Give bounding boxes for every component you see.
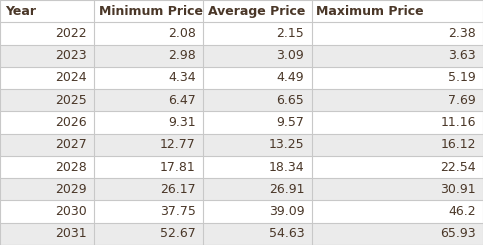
Bar: [0, 178, 483, 200]
Text: 2023: 2023: [56, 49, 87, 62]
Text: Maximum Price: Maximum Price: [316, 5, 424, 18]
Bar: [0, 0, 483, 22]
Text: 37.75: 37.75: [160, 205, 196, 218]
Text: 2027: 2027: [55, 138, 87, 151]
Text: 2.08: 2.08: [168, 27, 196, 40]
Text: 30.91: 30.91: [440, 183, 476, 196]
Text: 13.25: 13.25: [269, 138, 304, 151]
Text: 5.19: 5.19: [448, 72, 476, 85]
Text: 2028: 2028: [55, 160, 87, 173]
Text: 2022: 2022: [56, 27, 87, 40]
Text: 3.09: 3.09: [277, 49, 304, 62]
Text: 12.77: 12.77: [160, 138, 196, 151]
Text: 4.49: 4.49: [277, 72, 304, 85]
Text: Minimum Price: Minimum Price: [99, 5, 203, 18]
Text: 9.57: 9.57: [276, 116, 304, 129]
Text: 46.2: 46.2: [448, 205, 476, 218]
Bar: [0, 200, 483, 223]
Text: 26.17: 26.17: [160, 183, 196, 196]
Bar: [0, 111, 483, 134]
Text: 2025: 2025: [55, 94, 87, 107]
Text: 2024: 2024: [56, 72, 87, 85]
Text: 6.65: 6.65: [277, 94, 304, 107]
Text: 22.54: 22.54: [440, 160, 476, 173]
Bar: [0, 45, 483, 67]
Bar: [0, 89, 483, 111]
Text: 26.91: 26.91: [269, 183, 304, 196]
Bar: [0, 223, 483, 245]
Text: Average Price: Average Price: [208, 5, 305, 18]
Text: 4.34: 4.34: [168, 72, 196, 85]
Text: 52.67: 52.67: [160, 227, 196, 240]
Text: 9.31: 9.31: [168, 116, 196, 129]
Bar: [0, 156, 483, 178]
Text: 11.16: 11.16: [440, 116, 476, 129]
Text: 18.34: 18.34: [269, 160, 304, 173]
Bar: [0, 134, 483, 156]
Text: Year: Year: [5, 5, 36, 18]
Text: 2.38: 2.38: [448, 27, 476, 40]
Text: 39.09: 39.09: [269, 205, 304, 218]
Text: 65.93: 65.93: [440, 227, 476, 240]
Text: 17.81: 17.81: [160, 160, 196, 173]
Text: 2.15: 2.15: [277, 27, 304, 40]
Text: 2029: 2029: [56, 183, 87, 196]
Text: 2.98: 2.98: [168, 49, 196, 62]
Text: 6.47: 6.47: [168, 94, 196, 107]
Text: 2030: 2030: [55, 205, 87, 218]
Bar: [0, 67, 483, 89]
Bar: [0, 22, 483, 45]
Text: 2026: 2026: [56, 116, 87, 129]
Text: 54.63: 54.63: [269, 227, 304, 240]
Text: 7.69: 7.69: [448, 94, 476, 107]
Text: 3.63: 3.63: [448, 49, 476, 62]
Text: 2031: 2031: [56, 227, 87, 240]
Text: 16.12: 16.12: [440, 138, 476, 151]
